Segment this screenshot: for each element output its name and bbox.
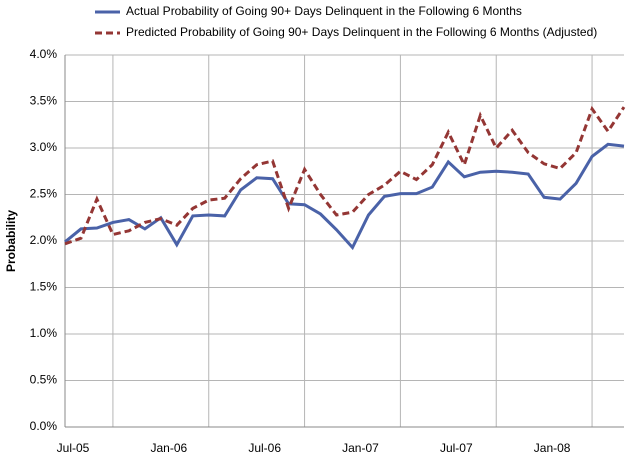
y-tick-label: 0.0% xyxy=(30,419,58,433)
x-tick-label: Jan-08 xyxy=(534,441,571,455)
y-tick-label: 1.0% xyxy=(30,326,58,340)
x-tick-label: Jan-07 xyxy=(342,441,379,455)
series-line xyxy=(64,142,625,251)
x-tick-label: Jan-06 xyxy=(150,441,187,455)
y-tick-label: 1.5% xyxy=(30,280,58,294)
y-tick-label: 0.5% xyxy=(30,373,58,387)
y-tick-label: 2.5% xyxy=(30,187,58,201)
legend-label: Actual Probability of Going 90+ Days Del… xyxy=(126,4,522,18)
x-tick-label: Jul-07 xyxy=(440,441,473,455)
y-tick-label: 4.0% xyxy=(30,47,58,61)
legend-label: Predicted Probability of Going 90+ Days … xyxy=(126,25,597,39)
y-tick-label: 2.0% xyxy=(30,233,58,247)
y-axis-label: Probability xyxy=(4,210,18,272)
y-tick-label: 3.5% xyxy=(30,94,58,108)
x-tick-label: Jul-06 xyxy=(248,441,281,455)
series-line xyxy=(64,105,626,246)
x-tick-label: Jul-05 xyxy=(57,441,90,455)
y-tick-label: 3.0% xyxy=(30,140,58,154)
